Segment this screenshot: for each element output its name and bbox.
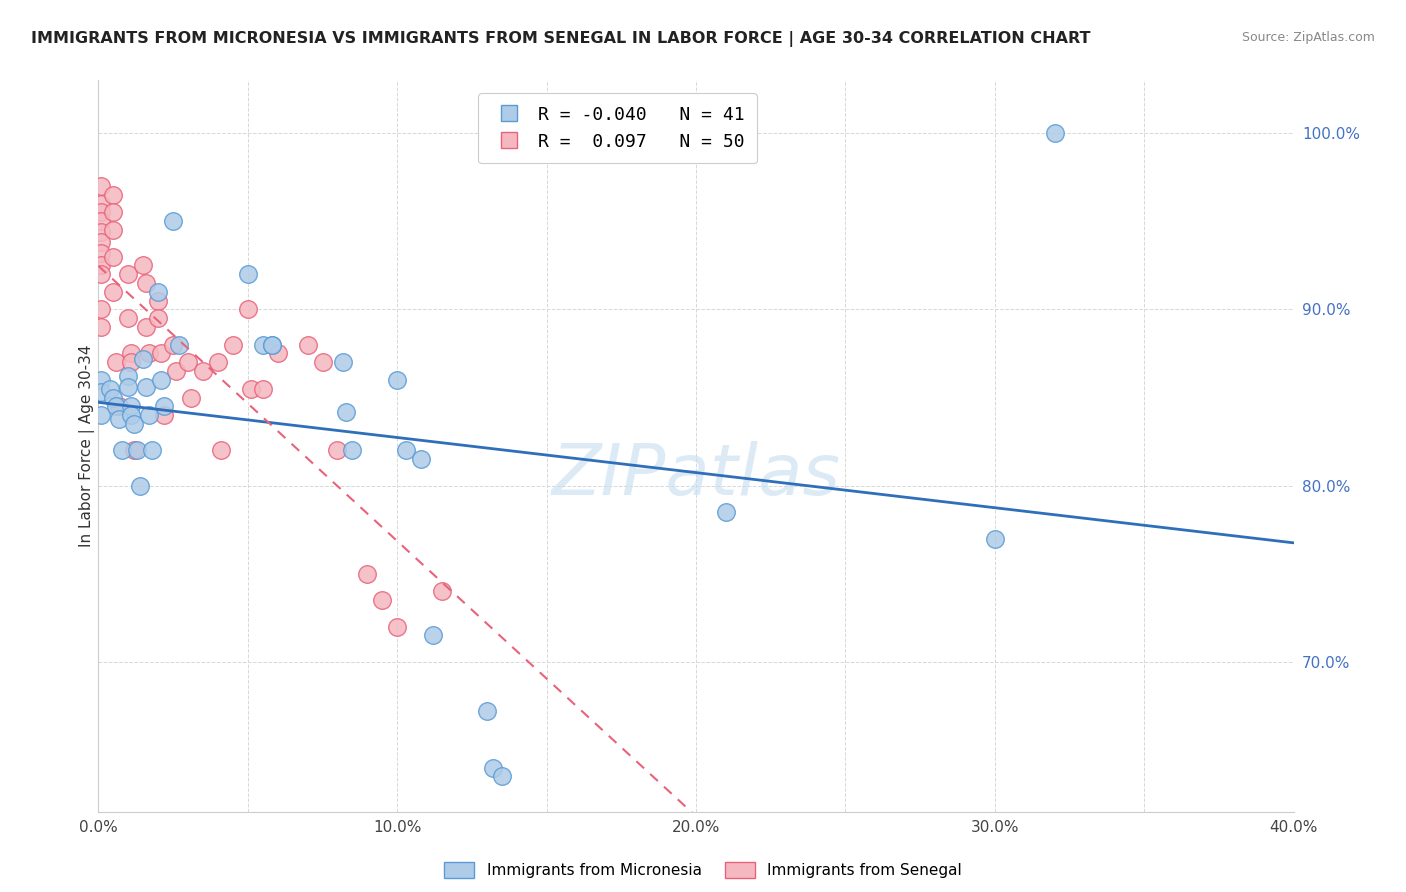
Point	[120, 355, 142, 369]
Point	[132, 351, 155, 366]
Point	[430, 584, 453, 599]
Text: Source: ZipAtlas.com: Source: ZipAtlas.com	[1241, 31, 1375, 45]
Point	[177, 355, 200, 369]
Point	[150, 346, 173, 360]
Point	[475, 704, 498, 718]
Point	[411, 452, 433, 467]
Point	[90, 246, 112, 260]
Point	[108, 411, 131, 425]
Point	[260, 337, 283, 351]
Point	[90, 225, 112, 239]
Point	[165, 364, 187, 378]
Point	[90, 385, 112, 400]
Point	[135, 276, 157, 290]
Point	[138, 408, 160, 422]
Point	[103, 285, 125, 299]
Point	[124, 417, 146, 431]
Point	[356, 566, 378, 581]
Point	[260, 337, 283, 351]
Point	[150, 373, 173, 387]
Point	[90, 214, 112, 228]
Point	[236, 302, 259, 317]
Point	[90, 196, 112, 211]
Point	[984, 532, 1007, 546]
Point	[162, 214, 184, 228]
Point	[209, 443, 232, 458]
Point	[103, 205, 125, 219]
Point	[162, 337, 184, 351]
Point	[252, 337, 274, 351]
Point	[120, 400, 142, 414]
Point	[120, 408, 142, 422]
Point	[180, 391, 202, 405]
Point	[148, 311, 170, 326]
Point	[222, 337, 245, 351]
Point	[153, 408, 176, 422]
Point	[422, 628, 444, 642]
Point	[127, 443, 149, 458]
Point	[120, 346, 142, 360]
Point	[117, 380, 139, 394]
Point	[141, 443, 163, 458]
Legend: Immigrants from Micronesia, Immigrants from Senegal: Immigrants from Micronesia, Immigrants f…	[437, 856, 969, 884]
Point	[90, 373, 112, 387]
Point	[714, 505, 737, 519]
Point	[395, 443, 418, 458]
Point	[135, 380, 157, 394]
Point	[90, 302, 112, 317]
Point	[267, 346, 290, 360]
Point	[105, 355, 128, 369]
Y-axis label: In Labor Force | Age 30-34: In Labor Force | Age 30-34	[79, 344, 96, 548]
Point	[90, 408, 112, 422]
Point	[98, 382, 122, 396]
Point	[132, 258, 155, 272]
Point	[117, 369, 139, 384]
Point	[491, 769, 513, 783]
Point	[103, 223, 125, 237]
Point	[90, 205, 112, 219]
Point	[148, 285, 170, 299]
Point	[117, 267, 139, 281]
Point	[153, 400, 176, 414]
Point	[129, 478, 152, 492]
Point	[90, 320, 112, 334]
Point	[138, 346, 160, 360]
Point	[252, 382, 274, 396]
Point	[90, 179, 112, 194]
Point	[90, 235, 112, 250]
Point	[207, 355, 229, 369]
Point	[103, 250, 125, 264]
Point	[332, 355, 354, 369]
Point	[311, 355, 333, 369]
Point	[326, 443, 349, 458]
Point	[482, 761, 505, 775]
Point	[124, 443, 146, 458]
Point	[148, 293, 170, 308]
Point	[236, 267, 259, 281]
Point	[239, 382, 262, 396]
Point	[103, 391, 125, 405]
Point	[90, 267, 112, 281]
Point	[105, 400, 128, 414]
Point	[385, 373, 409, 387]
Point	[335, 404, 357, 418]
Point	[135, 320, 157, 334]
Point	[167, 337, 190, 351]
Point	[1043, 126, 1066, 140]
Point	[191, 364, 214, 378]
Text: IMMIGRANTS FROM MICRONESIA VS IMMIGRANTS FROM SENEGAL IN LABOR FORCE | AGE 30-34: IMMIGRANTS FROM MICRONESIA VS IMMIGRANTS…	[31, 31, 1091, 47]
Point	[103, 187, 125, 202]
Text: ZIPatlas: ZIPatlas	[551, 441, 841, 509]
Point	[371, 593, 394, 607]
Point	[108, 400, 131, 414]
Point	[342, 443, 364, 458]
Legend: R = -0.040   N = 41, R =  0.097   N = 50: R = -0.040 N = 41, R = 0.097 N = 50	[478, 93, 756, 163]
Point	[297, 337, 319, 351]
Point	[385, 620, 409, 634]
Point	[117, 311, 139, 326]
Point	[111, 443, 134, 458]
Point	[90, 258, 112, 272]
